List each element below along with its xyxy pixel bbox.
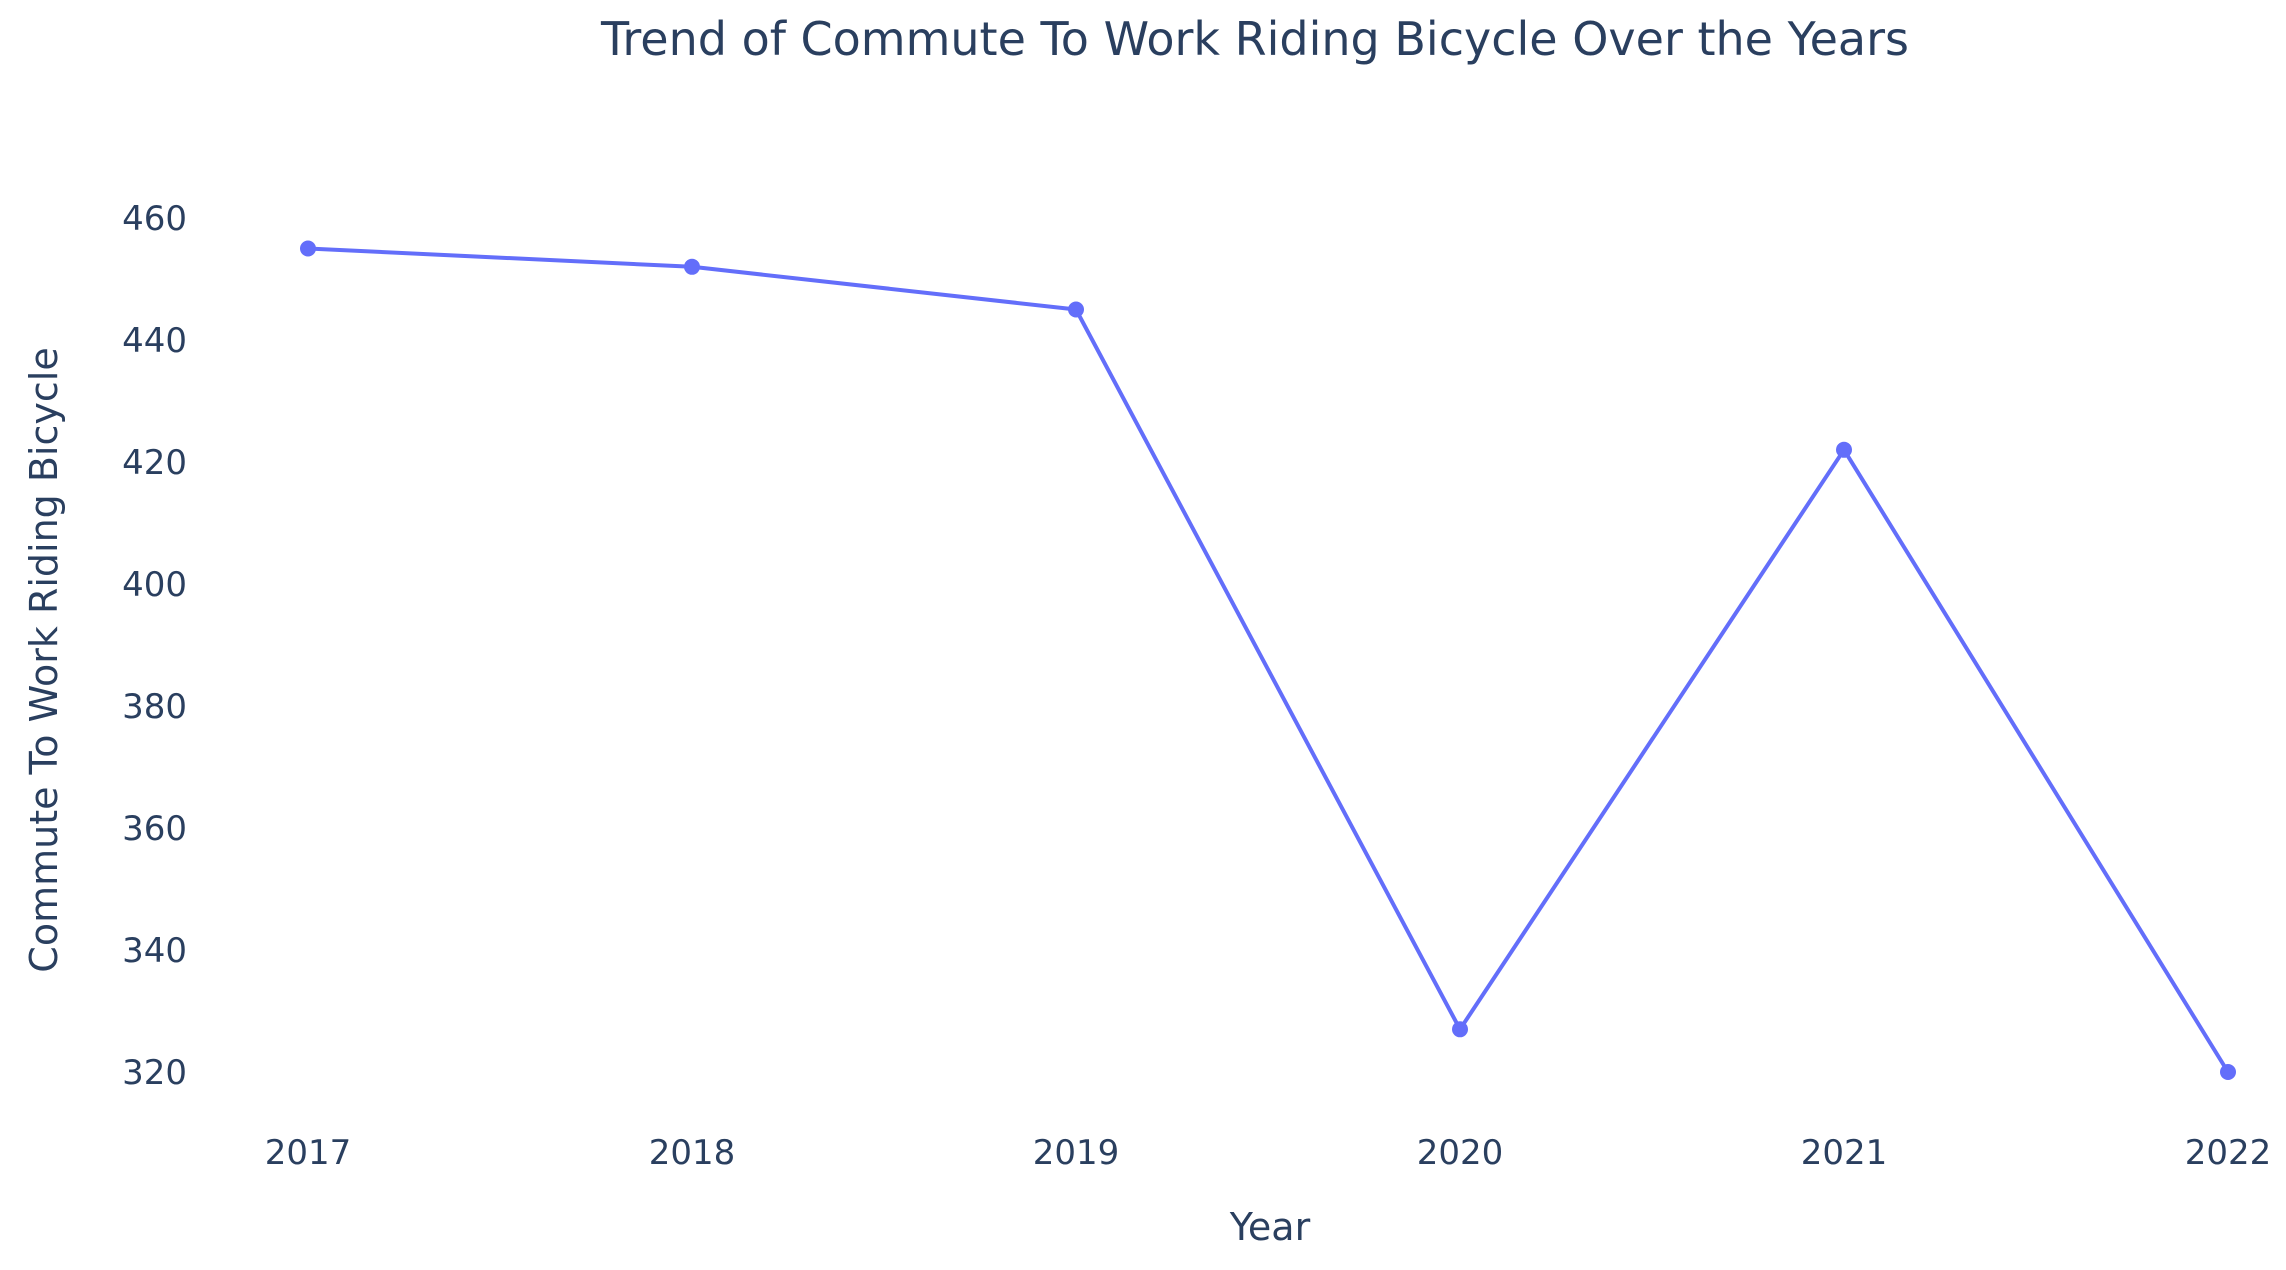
y-axis-label: Commute To Work Riding Bicycle [22, 347, 66, 972]
y-tick-label: 340 [122, 931, 187, 971]
y-tick-label: 400 [122, 565, 187, 605]
y-tick-label: 320 [122, 1053, 187, 1093]
data-point[interactable] [684, 258, 700, 275]
y-tick-label: 380 [122, 687, 187, 727]
y-tick-label: 420 [122, 443, 187, 483]
plot-area [300, 240, 2236, 1080]
x-tick-label: 2018 [649, 1133, 736, 1173]
series-line [307, 246, 2230, 1074]
data-point[interactable] [300, 240, 316, 257]
data-point[interactable] [1836, 441, 1852, 458]
y-tick-label: 440 [122, 321, 187, 361]
data-point[interactable] [2220, 1064, 2236, 1080]
data-point[interactable] [1068, 301, 1084, 318]
chart-title: Trend of Commute To Work Riding Bicycle … [600, 12, 1909, 66]
y-tick-label: 360 [122, 809, 187, 849]
x-axis-ticks: 2017 2018 2019 2020 2021 2022 [265, 1133, 2272, 1173]
x-tick-label: 2020 [1417, 1133, 1504, 1173]
x-tick-label: 2021 [1801, 1133, 1888, 1173]
x-tick-label: 2022 [2185, 1133, 2272, 1173]
y-tick-label: 460 [122, 199, 187, 239]
y-axis-ticks: 320 340 360 380 400 420 440 460 [122, 199, 187, 1093]
x-tick-label: 2017 [265, 1133, 352, 1173]
x-axis-label: Year [1229, 1205, 1311, 1249]
data-point[interactable] [1452, 1021, 1468, 1038]
x-tick-label: 2019 [1033, 1133, 1120, 1173]
